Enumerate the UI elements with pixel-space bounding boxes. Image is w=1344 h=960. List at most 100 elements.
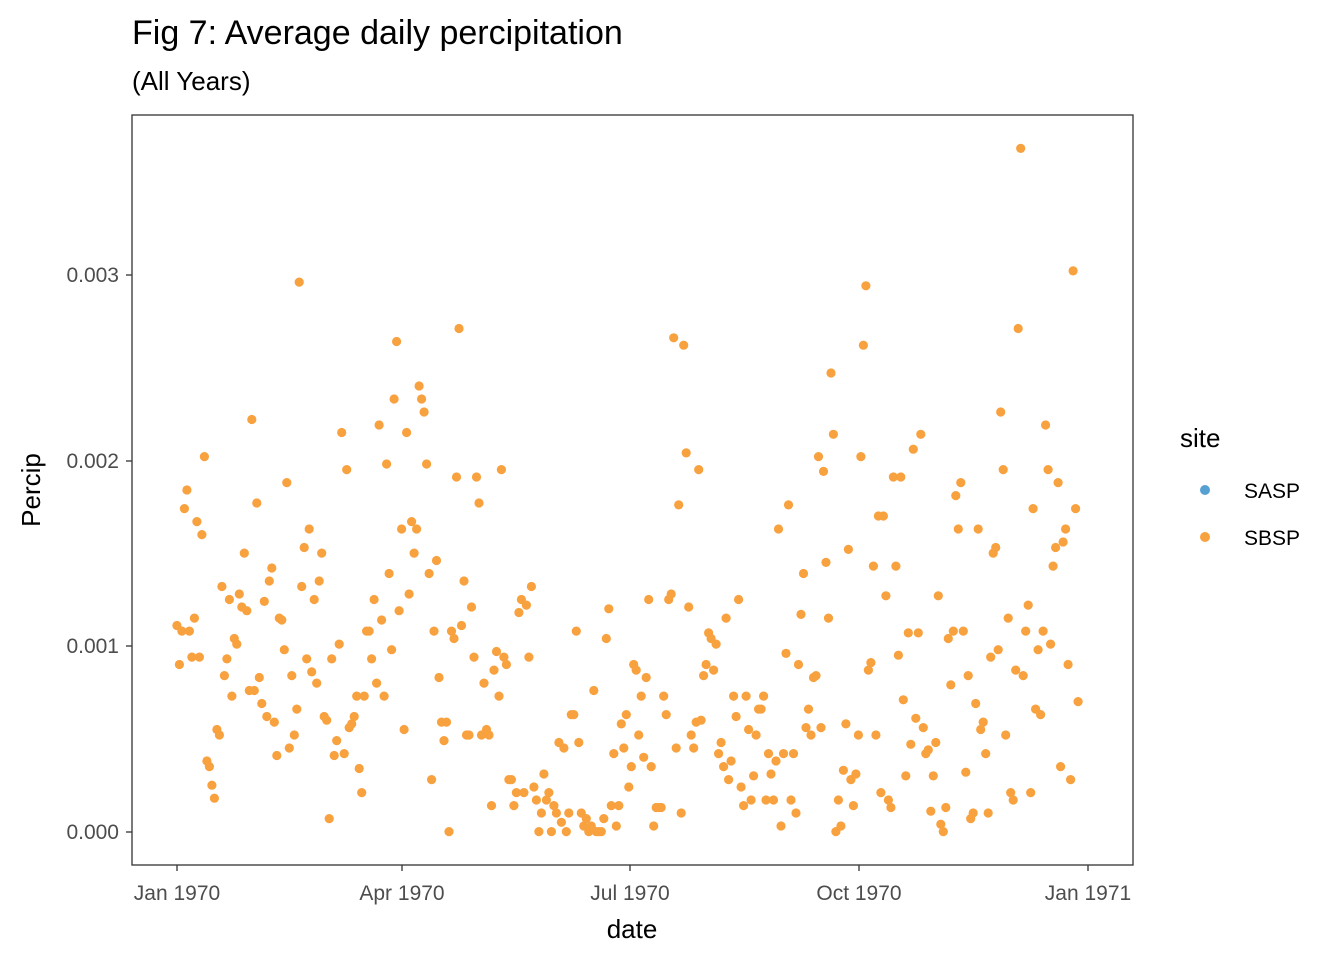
data-point (249, 685, 259, 696)
data-point (239, 548, 249, 558)
data-point (1043, 465, 1053, 475)
data-point (644, 594, 654, 605)
data-point (1048, 561, 1058, 571)
data-point (646, 762, 656, 772)
data-point (397, 524, 407, 534)
data-point (851, 769, 861, 779)
data-point (634, 730, 644, 740)
data-point (1001, 730, 1011, 740)
data-point (724, 775, 734, 785)
data-point (596, 827, 606, 837)
data-point (686, 730, 696, 740)
data-point (656, 802, 666, 813)
data-point (369, 594, 379, 605)
data-point (179, 504, 189, 514)
data-point (307, 667, 317, 677)
data-point (726, 756, 736, 766)
data-point (793, 659, 804, 670)
data-point (394, 606, 404, 616)
data-point (524, 652, 534, 662)
legend-key-sasp (1200, 485, 1210, 495)
data-point (282, 478, 292, 488)
data-point (214, 730, 224, 740)
data-point (549, 801, 559, 811)
data-point (896, 472, 906, 482)
data-point (694, 465, 704, 475)
data-point (1063, 659, 1073, 670)
data-point (469, 652, 479, 662)
data-point (759, 691, 769, 701)
data-point (257, 698, 267, 709)
data-point (364, 626, 374, 636)
data-point (559, 743, 569, 753)
legend-label-sasp: SASP (1244, 480, 1300, 503)
data-point (649, 821, 659, 831)
data-point (429, 626, 439, 636)
data-point (838, 765, 849, 775)
data-point (451, 472, 462, 482)
data-point (676, 808, 686, 818)
y-tick-label: 0.002 (66, 450, 119, 473)
data-point (556, 817, 567, 827)
data-point (494, 691, 504, 701)
data-point (971, 698, 981, 709)
data-point (389, 394, 399, 404)
data-point (539, 769, 549, 779)
data-point (521, 600, 532, 610)
data-point (294, 277, 304, 287)
data-point (427, 775, 437, 785)
data-point (961, 767, 971, 777)
data-point (893, 650, 904, 660)
data-point (716, 737, 726, 748)
data-point (778, 749, 789, 759)
data-point (496, 465, 506, 475)
data-point (848, 801, 859, 811)
data-point (392, 336, 402, 347)
data-point (419, 407, 429, 417)
data-point (801, 723, 811, 733)
data-point (998, 465, 1008, 475)
data-point (813, 452, 824, 462)
data-point (841, 719, 851, 729)
data-point (689, 743, 699, 753)
data-point (696, 715, 706, 725)
data-point (322, 715, 332, 725)
data-point (199, 452, 209, 462)
data-point (833, 795, 844, 805)
data-point (182, 485, 192, 495)
data-point (624, 782, 634, 792)
data-point (781, 648, 791, 659)
data-point (379, 691, 389, 701)
data-point (484, 730, 494, 740)
data-point (304, 524, 314, 534)
data-point (387, 645, 397, 655)
data-point (324, 814, 334, 824)
data-point (818, 466, 829, 476)
x-tick-label: Oct 1970 (816, 882, 901, 905)
data-point (709, 665, 719, 675)
data-point (417, 394, 427, 404)
data-point (614, 801, 624, 811)
data-point (299, 542, 309, 553)
data-point (491, 646, 502, 657)
data-point (671, 743, 681, 753)
data-point (823, 613, 834, 623)
data-point (342, 465, 352, 475)
data-point (826, 368, 836, 378)
data-point (811, 671, 821, 681)
data-point (679, 340, 689, 350)
data-point (402, 427, 412, 438)
data-point (222, 654, 232, 664)
x-tick-label: Apr 1970 (359, 882, 444, 905)
data-point (446, 626, 457, 636)
data-point (933, 591, 943, 601)
data-point (177, 626, 187, 636)
data-point (334, 639, 344, 649)
data-point (431, 555, 442, 566)
data-point (1061, 524, 1071, 534)
data-point (714, 749, 724, 759)
data-point (526, 581, 537, 592)
data-point (621, 710, 631, 720)
data-point (247, 414, 257, 425)
data-point (349, 711, 359, 722)
